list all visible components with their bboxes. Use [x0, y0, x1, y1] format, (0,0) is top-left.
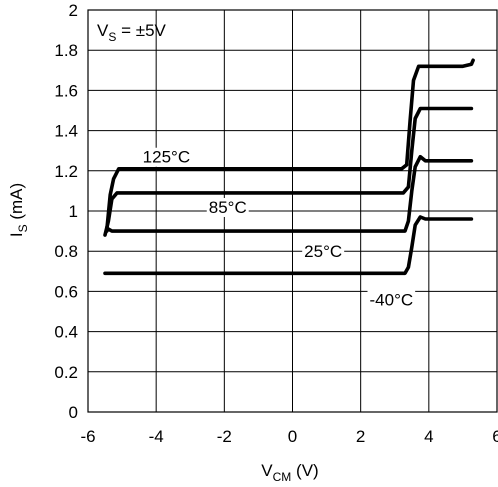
- series-label: -40°C: [367, 290, 416, 310]
- y-tick-label: 1.8: [54, 41, 78, 60]
- x-tick-labels: -6 -4 -2 0 2 4 6: [80, 427, 498, 446]
- y-axis-title: IS (mA): [7, 183, 30, 237]
- x-axis-title-rest: (V): [291, 461, 318, 480]
- series-label-text: -40°C: [370, 290, 414, 309]
- series-line: [104, 154, 474, 233]
- series-label-text: 85°C: [209, 198, 247, 217]
- y-tick-label: 2: [69, 1, 78, 20]
- series-line: [103, 106, 474, 237]
- x-tick-label: 2: [356, 427, 365, 446]
- y-tick-label: 1: [69, 202, 78, 221]
- y-tick-label: 1.6: [54, 81, 78, 100]
- y-tick-label: 1.4: [54, 122, 78, 141]
- x-axis-title-main: V: [261, 461, 273, 480]
- series-label-background: [302, 242, 345, 262]
- x-tick-label: -2: [217, 427, 232, 446]
- x-tick-label: 6: [492, 427, 498, 446]
- y-tick-labels: 0 0.2 0.4 0.6 0.8 1 1.2 1.4 1.6 1.8 2: [54, 1, 78, 422]
- y-tick-label: 0.4: [54, 323, 78, 342]
- series-label-text: 125°C: [143, 148, 190, 167]
- plot-area-frame: [87, 9, 498, 413]
- x-tick-label: -6: [80, 427, 95, 446]
- series-label-background: [140, 147, 193, 167]
- series-label: 85°C: [206, 197, 249, 217]
- series-label-background: [206, 197, 249, 217]
- y-tick-label: 0: [69, 403, 78, 422]
- y-tick-label: 1.2: [54, 162, 78, 181]
- y-axis-title-subscript: S: [16, 224, 30, 232]
- grid: [88, 10, 497, 412]
- supply-voltage-annotation: VS = ±5V: [97, 21, 167, 44]
- annotation-main: V: [97, 21, 109, 40]
- y-tick-label: 0.6: [54, 282, 78, 301]
- x-axis-title-subscript: CM: [273, 470, 292, 484]
- series-label: 25°C: [302, 242, 345, 262]
- series-line: [104, 58, 475, 233]
- series-label-text: 25°C: [304, 242, 342, 261]
- series-lines: [103, 58, 475, 276]
- y-axis-title-rest: (mA): [7, 183, 26, 225]
- y-tick-label: 0.8: [54, 242, 78, 261]
- y-axis-title-main: I: [7, 232, 26, 237]
- series-labels: 125°C 85°C 25°C -40°C: [140, 147, 416, 310]
- x-tick-label: 4: [424, 427, 433, 446]
- x-tick-label: -4: [149, 427, 164, 446]
- annotation-rest: = ±5V: [116, 21, 166, 40]
- x-tick-label: 0: [288, 427, 297, 446]
- x-axis-title: VCM (V): [261, 461, 318, 484]
- series-label: 125°C: [140, 147, 193, 167]
- annotation-subscript: S: [108, 30, 116, 44]
- y-tick-label: 0.2: [54, 363, 78, 382]
- series-label-background: [367, 290, 416, 310]
- series-line: [103, 215, 474, 276]
